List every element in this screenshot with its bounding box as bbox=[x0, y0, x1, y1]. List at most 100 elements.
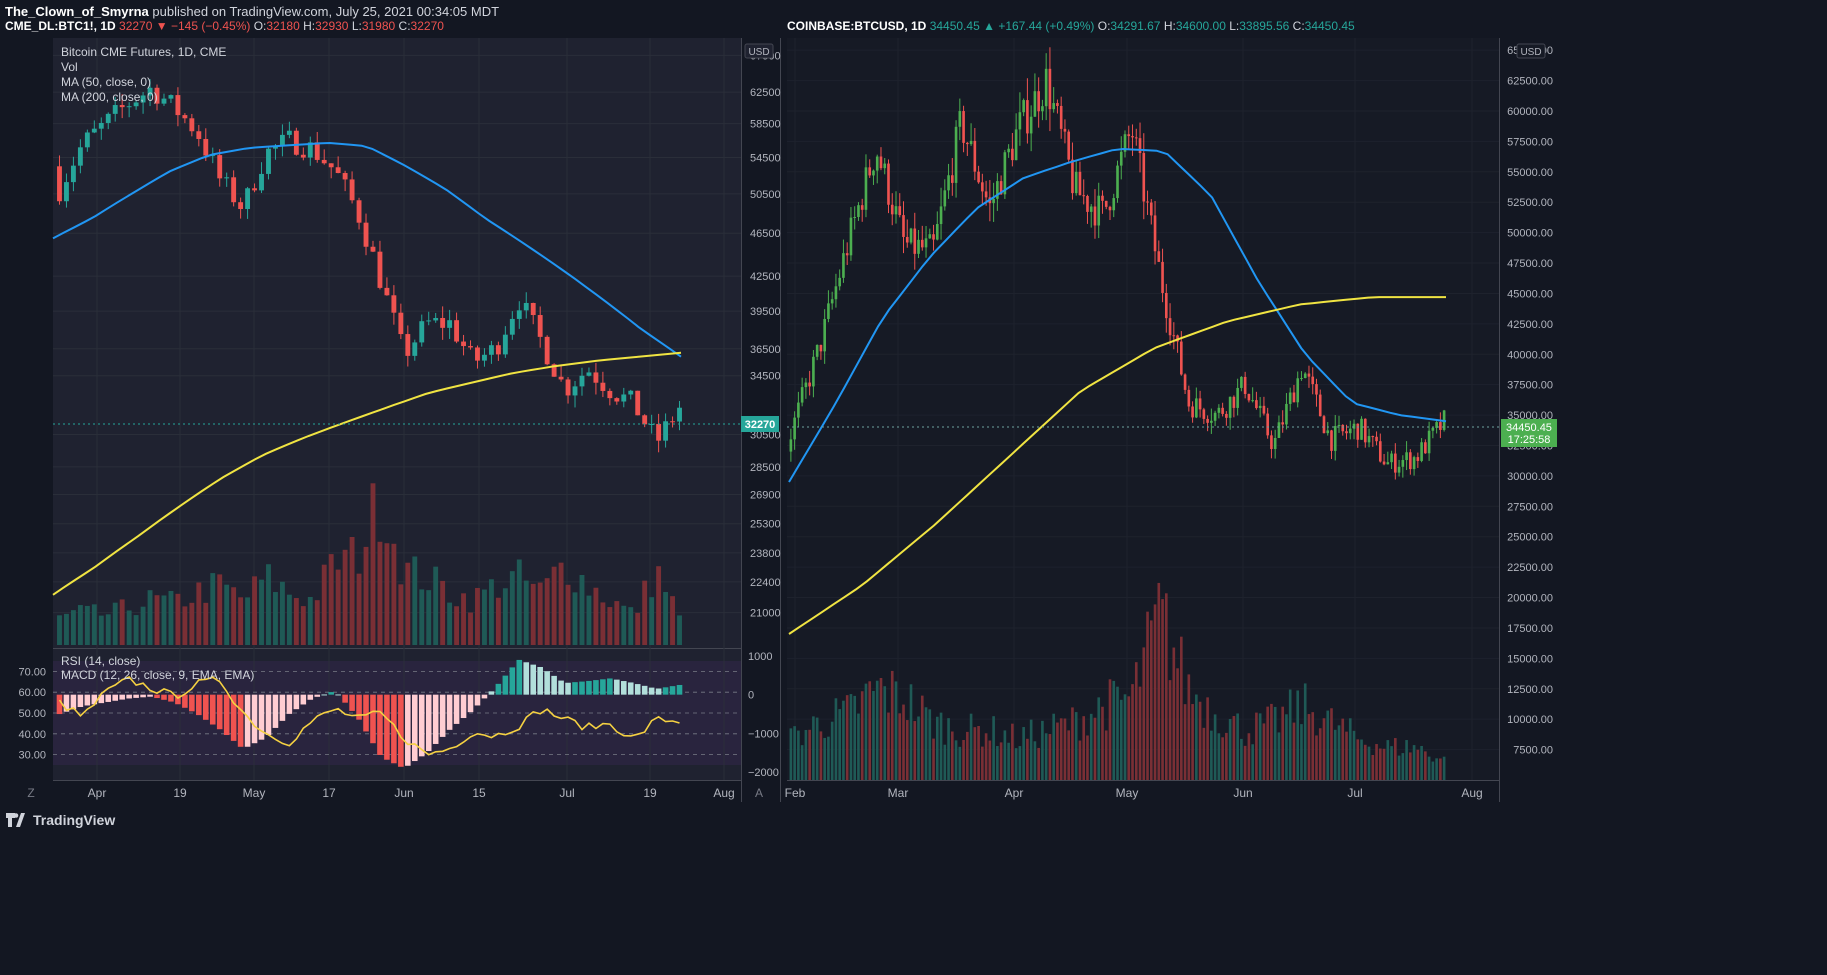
left-x-tick-label: Apr bbox=[88, 786, 107, 800]
right-currency-badge[interactable] bbox=[1516, 43, 1546, 59]
right-candle bbox=[1363, 418, 1367, 443]
right-volume-bar bbox=[823, 737, 826, 780]
right-volume-bar bbox=[1011, 723, 1014, 780]
left-legend-title[interactable]: Bitcoin CME Futures, 1D, CME bbox=[61, 45, 226, 59]
right-candle bbox=[932, 234, 935, 240]
left-candle bbox=[203, 138, 209, 156]
right-x-tick-label: Jun bbox=[1233, 786, 1252, 800]
macd-bar bbox=[391, 694, 397, 764]
left-volume-bar bbox=[273, 592, 278, 645]
left-candle bbox=[147, 87, 153, 96]
right-time-axis[interactable]: Feb Mar Apr May Jun Jul Aug bbox=[785, 786, 1483, 800]
right-volume-bar bbox=[1052, 713, 1055, 780]
left-change: −145 (−0.45%) bbox=[170, 19, 251, 33]
macd-bar bbox=[377, 694, 383, 755]
macd-bar bbox=[474, 694, 481, 706]
left-candle bbox=[544, 336, 550, 365]
macd-bar bbox=[405, 694, 411, 766]
right-price-axis[interactable]: 65000.0062500.0060000.0057500.0055000.00… bbox=[1507, 45, 1553, 756]
macd-bar bbox=[272, 694, 279, 728]
macd-axis[interactable]: 1000 0 −1000 −2000 bbox=[748, 651, 779, 779]
left-volume-bar bbox=[628, 607, 634, 645]
left-volume-bar bbox=[189, 602, 195, 645]
macd-bar bbox=[641, 685, 648, 695]
right-volume-bar bbox=[1367, 746, 1371, 780]
left-volume-bar bbox=[398, 584, 404, 645]
left-candle bbox=[133, 102, 139, 107]
macd-bar bbox=[516, 659, 523, 695]
right-candle bbox=[1258, 405, 1262, 409]
right-volume-bar bbox=[1255, 712, 1258, 780]
left-price-pane[interactable] bbox=[53, 38, 741, 648]
left-close-label: C: bbox=[398, 19, 411, 33]
right-volume-bar bbox=[1303, 683, 1307, 780]
macd-histogram bbox=[56, 659, 683, 767]
macd-legend[interactable]: MACD (12, 26, close, 9, EMA, EMA) bbox=[61, 668, 254, 682]
macd-bar bbox=[572, 682, 578, 695]
rsi-legend[interactable]: RSI (14, close) bbox=[61, 654, 140, 668]
left-candle bbox=[182, 115, 188, 119]
down-arrow-icon: ▼ bbox=[155, 19, 168, 33]
right-volume-bar bbox=[1243, 745, 1247, 780]
left-volume-bar bbox=[196, 582, 202, 645]
right-candle bbox=[1435, 422, 1438, 428]
right-candle bbox=[939, 206, 943, 225]
right-volume-bar bbox=[864, 683, 868, 780]
tradingview-logo[interactable]: TradingView bbox=[6, 812, 115, 828]
right-y-tick-label: 55000.00 bbox=[1507, 167, 1553, 179]
right-candle bbox=[875, 156, 879, 171]
right-candle bbox=[935, 224, 939, 240]
publisher-author[interactable]: The_Clown_of_Smyrna bbox=[5, 4, 149, 19]
right-candle bbox=[981, 182, 984, 192]
left-candle bbox=[217, 155, 223, 179]
right-volume-bar bbox=[1360, 739, 1363, 780]
right-candle bbox=[793, 417, 796, 440]
right-candle bbox=[1367, 436, 1371, 443]
left-legend-ma200[interactable]: MA (200, close, 0) bbox=[61, 90, 158, 104]
right-candle bbox=[1341, 424, 1345, 432]
left-legend-vol[interactable]: Vol bbox=[61, 60, 78, 74]
right-countdown: 17:25:58 bbox=[1508, 434, 1551, 446]
right-candle bbox=[943, 190, 947, 207]
left-time-axis[interactable]: Apr 19 May 17 Jun 15 Jul 19 Aug bbox=[88, 786, 735, 800]
left-volume-bar bbox=[231, 587, 237, 645]
left-y-tick-label: 28500 bbox=[750, 462, 781, 474]
right-volume-bar bbox=[845, 695, 849, 780]
right-symbol[interactable]: COINBASE:BTCUSD, 1D bbox=[787, 19, 927, 33]
left-candle bbox=[628, 390, 634, 395]
right-candle bbox=[1078, 171, 1082, 196]
macd-bar bbox=[537, 666, 543, 695]
left-corner-z[interactable]: Z bbox=[27, 786, 34, 800]
left-y-tick-label: 23800 bbox=[750, 548, 781, 560]
right-candle bbox=[947, 175, 950, 191]
left-currency-badge[interactable] bbox=[744, 43, 774, 59]
left-symbol[interactable]: CME_DL:BTC1!, 1D bbox=[5, 19, 116, 33]
macd-bar bbox=[189, 694, 195, 712]
left-volume-bar bbox=[245, 597, 251, 645]
right-candle bbox=[1074, 171, 1078, 194]
left-candle bbox=[105, 113, 111, 123]
right-volume-bar bbox=[1315, 735, 1318, 780]
right-candle bbox=[1123, 134, 1127, 152]
right-candle bbox=[1382, 461, 1386, 465]
right-volume-bar bbox=[954, 740, 958, 780]
right-candle bbox=[1288, 392, 1292, 404]
left-x-tick-label: 17 bbox=[322, 786, 336, 800]
right-candle bbox=[1213, 412, 1217, 421]
left-candle bbox=[537, 315, 543, 337]
rsi-axis[interactable]: 70.00 60.00 50.00 40.00 30.00 bbox=[18, 666, 46, 761]
left-price-axis[interactable]: 6750062500585005450050500465004250039500… bbox=[750, 50, 781, 619]
left-volume-bar bbox=[119, 599, 125, 645]
right-candle bbox=[996, 181, 999, 199]
right-volume-bar bbox=[1116, 686, 1119, 780]
left-corner-a[interactable]: A bbox=[755, 786, 763, 800]
left-volume-bar bbox=[405, 562, 411, 645]
right-candle bbox=[1217, 407, 1221, 413]
left-y-tick-label: 30500 bbox=[750, 430, 781, 442]
left-volume-bar bbox=[154, 595, 160, 645]
right-volume-bar bbox=[1195, 694, 1198, 780]
right-volume-bar bbox=[969, 713, 973, 780]
rsi-level-lines bbox=[53, 671, 741, 755]
left-legend-ma50[interactable]: MA (50, close, 0) bbox=[61, 75, 151, 89]
